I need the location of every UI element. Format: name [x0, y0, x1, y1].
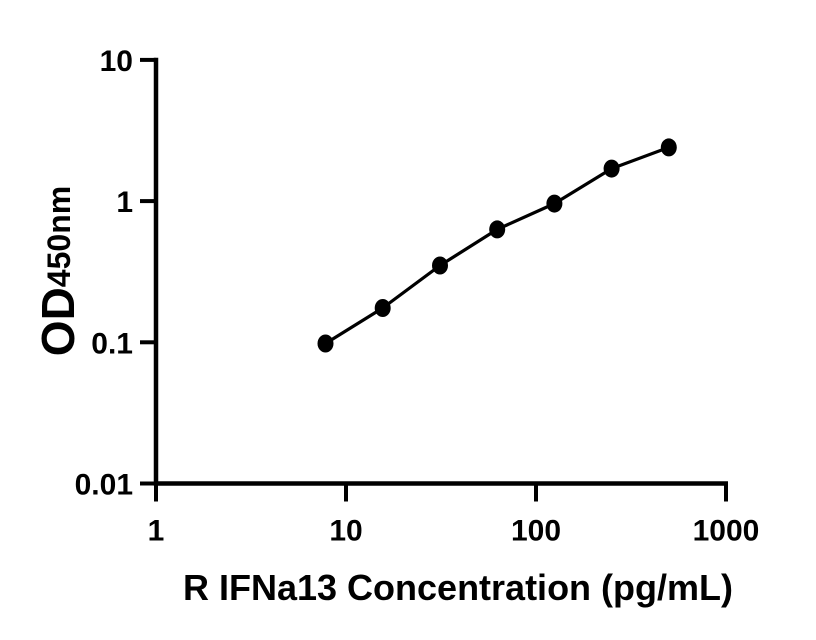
x-axis-tick-labels: 1 10 100 1000 — [148, 515, 760, 548]
y-axis-title: OD450nm — [32, 186, 84, 356]
data-point — [374, 299, 391, 317]
y-tick-label: 1 — [116, 186, 133, 219]
data-point — [603, 159, 620, 178]
data-series — [317, 138, 677, 353]
data-point — [489, 220, 506, 239]
data-point — [432, 256, 448, 275]
y-axis-title-main: OD — [32, 287, 84, 356]
x-axis-title: R IFNa13 Concentration (pg/mL) — [183, 567, 733, 608]
x-tick-label: 1 — [148, 515, 165, 548]
y-axis-tick-labels: 0.01 0.1 1 10 — [75, 45, 133, 502]
x-axis-ticks — [154, 483, 728, 502]
y-axis-ticks — [140, 57, 156, 486]
y-tick-label: 10 — [100, 45, 133, 78]
x-tick-label: 100 — [511, 515, 561, 548]
x-tick-label: 1000 — [693, 515, 760, 548]
data-point — [317, 334, 334, 353]
data-point — [660, 138, 677, 157]
y-tick-label: 0.1 — [91, 327, 133, 360]
y-axis-title-subscript: 450nm — [41, 186, 77, 287]
y-tick-label: 0.01 — [75, 469, 133, 502]
data-point — [546, 194, 563, 213]
x-tick-label: 10 — [329, 515, 362, 548]
